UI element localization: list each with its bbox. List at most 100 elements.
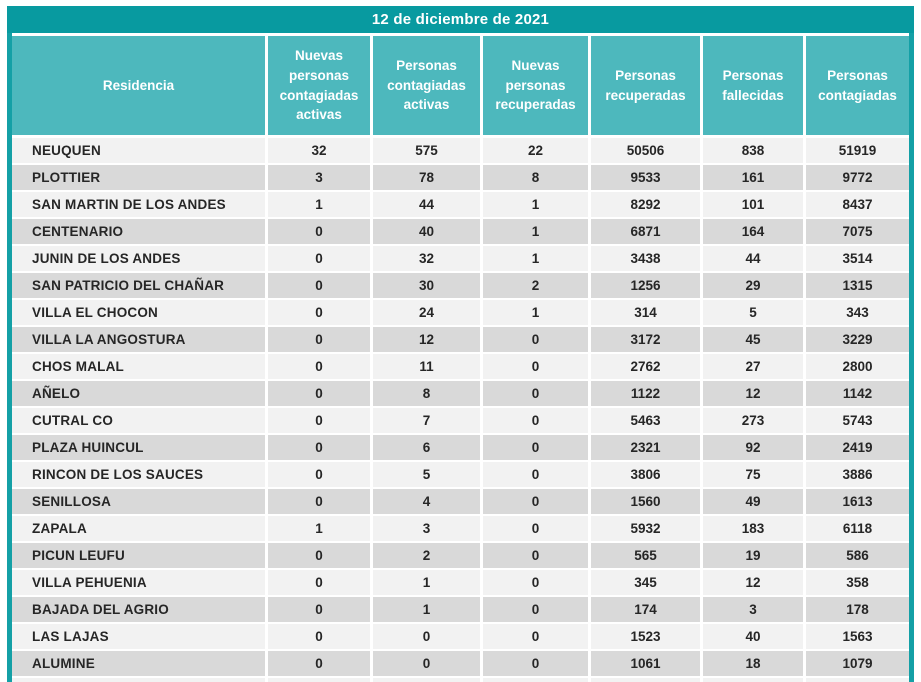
value-cell: 4 (373, 489, 480, 514)
column-header-personas-contagiadas-activas: Personas contagiadas activas (373, 36, 480, 135)
value-cell: 0 (483, 543, 588, 568)
column-header-residencia: Residencia (12, 36, 265, 135)
value-cell: 3 (268, 165, 370, 190)
table-row-villa-la-angostura: VILLA LA ANGOSTURA 0 12 0 3172 45 3229 (12, 327, 909, 352)
table-row-plottier: PLOTTIER 3 78 8 9533 161 9772 (12, 165, 909, 190)
residencia-cell: AÑELO (12, 381, 265, 406)
value-cell: 1 (483, 192, 588, 217)
value-cell: 5 (703, 300, 803, 325)
value-cell: 9533 (591, 165, 700, 190)
table-row-bajada-del-agrio: BAJADA DEL AGRIO 0 1 0 174 3 178 (12, 597, 909, 622)
value-cell: 0 (268, 570, 370, 595)
value-cell: 0 (268, 219, 370, 244)
value-cell: 1061 (591, 651, 700, 676)
value-cell: 18 (703, 651, 803, 676)
value-cell: 8437 (806, 192, 909, 217)
value-cell: 0 (483, 462, 588, 487)
residencia-cell: CENTENARIO (12, 219, 265, 244)
value-cell: 565 (591, 543, 700, 568)
value-cell: 0 (483, 570, 588, 595)
value-cell: 1 (268, 516, 370, 541)
value-cell: 0 (268, 543, 370, 568)
value-cell: 0 (268, 327, 370, 352)
value-cell: 6118 (806, 516, 909, 541)
value-cell: 0 (268, 624, 370, 649)
covid-statistics-table: 12 de diciembre de 2021 Residencia Nuevas… (7, 6, 914, 682)
value-cell: 6 (373, 435, 480, 460)
value-cell: 3438 (591, 246, 700, 271)
cutoff-partial-row (12, 678, 909, 682)
residencia-cell: BAJADA DEL AGRIO (12, 597, 265, 622)
value-cell: 11 (373, 354, 480, 379)
residencia-cell: PICUN LEUFU (12, 543, 265, 568)
value-cell: 19 (703, 543, 803, 568)
value-cell: 5743 (806, 408, 909, 433)
value-cell: 0 (373, 624, 480, 649)
value-cell: 178 (806, 597, 909, 622)
value-cell: 164 (703, 219, 803, 244)
value-cell: 0 (483, 435, 588, 460)
residencia-cell: ZAPALA (12, 516, 265, 541)
residencia-cell: SAN PATRICIO DEL CHAÑAR (12, 273, 265, 298)
value-cell: 44 (373, 192, 480, 217)
value-cell: 1523 (591, 624, 700, 649)
value-cell: 12 (703, 381, 803, 406)
value-cell: 1079 (806, 651, 909, 676)
table-row-cutral-co: CUTRAL CO 0 7 0 5463 273 5743 (12, 408, 909, 433)
value-cell: 32 (373, 246, 480, 271)
residencia-cell: SENILLOSA (12, 489, 265, 514)
value-cell: 2762 (591, 354, 700, 379)
cutoff-cell-stub (268, 678, 370, 682)
value-cell: 8 (373, 381, 480, 406)
cutoff-cell-stub (703, 678, 803, 682)
value-cell: 44 (703, 246, 803, 271)
residencia-cell: RINCON DE LOS SAUCES (12, 462, 265, 487)
table-title: 12 de diciembre de 2021 (7, 6, 914, 33)
value-cell: 5932 (591, 516, 700, 541)
value-cell: 0 (268, 489, 370, 514)
value-cell: 50506 (591, 138, 700, 163)
table-body: NEUQUEN 32 575 22 50506 838 51919 PLOTTIER 3 78 8 9… (12, 138, 909, 676)
value-cell: 0 (483, 651, 588, 676)
value-cell: 0 (483, 489, 588, 514)
cutoff-cell-stub (806, 678, 909, 682)
table-row-zapala: ZAPALA 1 3 0 5932 183 6118 (12, 516, 909, 541)
value-cell: 1 (373, 597, 480, 622)
value-cell: 0 (483, 327, 588, 352)
table-row-alumine: ALUMINE 0 0 0 1061 18 1079 (12, 651, 909, 676)
column-header-personas-contagiadas: Personas contagiadas (806, 36, 909, 135)
value-cell: 314 (591, 300, 700, 325)
value-cell: 12 (373, 327, 480, 352)
value-cell: 1613 (806, 489, 909, 514)
value-cell: 1563 (806, 624, 909, 649)
value-cell: 0 (483, 354, 588, 379)
residencia-cell: CUTRAL CO (12, 408, 265, 433)
value-cell: 40 (703, 624, 803, 649)
residencia-cell: VILLA EL CHOCON (12, 300, 265, 325)
value-cell: 5463 (591, 408, 700, 433)
value-cell: 0 (268, 651, 370, 676)
table-row-picun-leufu: PICUN LEUFU 0 2 0 565 19 586 (12, 543, 909, 568)
value-cell: 273 (703, 408, 803, 433)
value-cell: 2800 (806, 354, 909, 379)
value-cell: 2419 (806, 435, 909, 460)
value-cell: 0 (268, 300, 370, 325)
value-cell: 101 (703, 192, 803, 217)
value-cell: 575 (373, 138, 480, 163)
value-cell: 0 (268, 435, 370, 460)
residencia-cell: VILLA LA ANGOSTURA (12, 327, 265, 352)
value-cell: 22 (483, 138, 588, 163)
value-cell: 3 (703, 597, 803, 622)
value-cell: 0 (483, 624, 588, 649)
value-cell: 1 (268, 192, 370, 217)
residencia-cell: CHOS MALAL (12, 354, 265, 379)
column-header-nuevas-personas-recuperadas: Nuevas personas recuperadas (483, 36, 588, 135)
residencia-cell: PLAZA HUINCUL (12, 435, 265, 460)
value-cell: 358 (806, 570, 909, 595)
column-header-personas-recuperadas: Personas recuperadas (591, 36, 700, 135)
column-header-nuevas-personas-contagiadas-activas: Nuevas personas contagiadas activas (268, 36, 370, 135)
residencia-cell: JUNIN DE LOS ANDES (12, 246, 265, 271)
value-cell: 6871 (591, 219, 700, 244)
value-cell: 51919 (806, 138, 909, 163)
value-cell: 1256 (591, 273, 700, 298)
